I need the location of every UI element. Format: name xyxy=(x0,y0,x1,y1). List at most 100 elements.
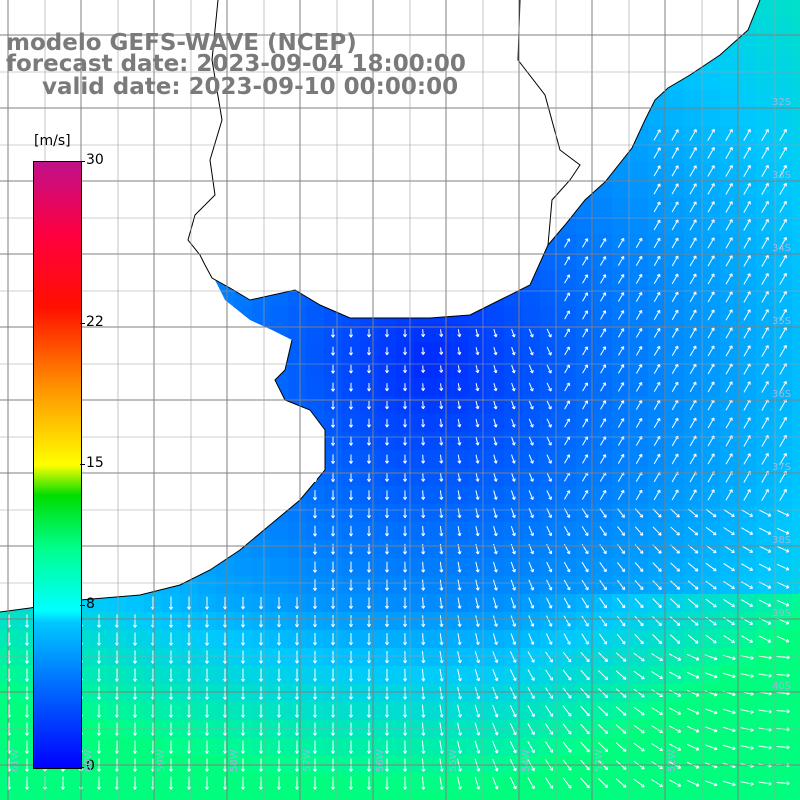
wind-arrow-head xyxy=(584,256,589,260)
wind-arrow-head xyxy=(676,622,681,626)
wind-arrow-head xyxy=(695,674,700,679)
wind-arrow xyxy=(689,363,697,375)
wind-arrow xyxy=(582,418,588,428)
wind-arrow xyxy=(740,709,754,713)
wind-arrow-head xyxy=(529,424,534,428)
wind-arrow-head xyxy=(330,714,336,718)
wind-arrow-head xyxy=(732,710,736,715)
wind-arrow-head xyxy=(348,660,354,664)
wind-arrow-head xyxy=(783,218,787,223)
wind-arrow xyxy=(581,633,589,645)
wind-arrow-head xyxy=(729,453,733,457)
wind-arrow-head xyxy=(421,333,426,338)
wind-arrow-head xyxy=(767,603,772,607)
wind-arrow-head xyxy=(714,692,718,697)
wind-arrow xyxy=(633,778,645,788)
wind-arrow-head xyxy=(694,549,699,554)
wind-arrow xyxy=(740,781,754,785)
wind-arrow xyxy=(474,651,480,663)
wind-arrow xyxy=(546,579,552,591)
wind-arrow-head xyxy=(366,334,372,338)
wind-arrow-head xyxy=(674,255,679,260)
wind-arrow-head xyxy=(96,696,102,700)
wind-arrow-head xyxy=(366,732,372,736)
wind-arrow xyxy=(633,742,645,752)
wind-arrow-head xyxy=(711,345,715,349)
wind-arrow xyxy=(651,743,663,751)
river-line xyxy=(187,0,223,266)
wind-arrow-head xyxy=(657,129,661,133)
wind-arrow-head xyxy=(348,370,354,374)
wind-arrow-head xyxy=(511,351,516,356)
wind-arrow xyxy=(743,219,751,231)
wind-arrow-head xyxy=(512,641,517,645)
wind-arrow-head xyxy=(366,478,372,482)
wind-arrow-head xyxy=(695,656,700,661)
wind-arrow-head xyxy=(711,255,715,259)
wind-arrow-head xyxy=(674,273,679,278)
wind-arrow-head xyxy=(529,333,534,338)
wind-arrow-head xyxy=(439,532,444,537)
wind-arrow xyxy=(761,489,769,501)
wind-arrow-head xyxy=(729,291,733,295)
wind-arrow xyxy=(598,706,608,716)
wind-arrow-head xyxy=(621,604,626,609)
wind-arrow-head xyxy=(457,405,462,410)
wind-arrow xyxy=(475,454,479,464)
wind-arrow xyxy=(741,545,753,553)
wind-arrow xyxy=(617,238,625,248)
wind-arrow-head xyxy=(765,128,769,133)
wind-arrow-head xyxy=(494,659,499,664)
wind-arrow-head xyxy=(132,732,138,736)
wind-arrow-head xyxy=(132,750,138,754)
wind-arrow xyxy=(617,292,625,302)
wind-arrow-head xyxy=(765,309,769,313)
wind-arrow xyxy=(580,741,590,753)
wind-arrow-head xyxy=(711,183,715,187)
wind-arrow xyxy=(599,454,607,464)
wind-arrow-head xyxy=(439,732,444,736)
wind-arrow-head xyxy=(511,369,516,374)
wind-arrow xyxy=(600,382,606,392)
wind-arrow xyxy=(582,400,588,410)
wind-arrow xyxy=(707,165,715,177)
wind-arrow-head xyxy=(747,182,751,187)
wind-arrow-head xyxy=(711,273,715,277)
wind-arrow xyxy=(582,346,588,356)
wind-arrow-head xyxy=(765,146,769,151)
wind-arrow-head xyxy=(656,489,661,494)
wind-arrow-head xyxy=(638,237,643,242)
wind-arrow xyxy=(457,454,461,464)
wind-arrow-head xyxy=(421,641,426,646)
wind-arrow-head xyxy=(475,569,480,573)
wind-arrow-head xyxy=(475,605,480,609)
wind-arrow-head xyxy=(439,641,444,646)
wind-arrow-head xyxy=(457,587,462,591)
wind-arrow-head xyxy=(604,712,609,717)
wind-arrow xyxy=(598,688,608,698)
wind-arrow-head xyxy=(421,605,426,609)
wind-arrow-head xyxy=(566,238,571,242)
wind-arrow-head xyxy=(366,678,372,682)
wind-arrow xyxy=(743,129,751,141)
wind-arrow-head xyxy=(677,711,682,715)
wind-arrow-head xyxy=(531,677,535,681)
wind-arrow-head xyxy=(384,388,390,392)
wind-arrow xyxy=(671,183,679,195)
wind-arrow-head xyxy=(475,496,480,500)
wind-arrow-head xyxy=(658,622,662,627)
wind-arrow-head xyxy=(694,640,699,644)
wind-arrow xyxy=(707,201,715,213)
wind-arrow-head xyxy=(511,514,516,519)
wind-arrow-head xyxy=(674,345,679,350)
wind-arrow xyxy=(600,274,606,284)
wind-arrow xyxy=(422,383,424,391)
wind-arrow-head xyxy=(566,550,571,555)
wind-arrow-head xyxy=(602,489,607,494)
wind-arrow xyxy=(653,471,661,483)
wind-arrow-head xyxy=(584,532,589,537)
wind-arrow-head xyxy=(476,714,481,718)
wind-arrow xyxy=(492,669,498,681)
wind-arrow-head xyxy=(512,695,517,700)
